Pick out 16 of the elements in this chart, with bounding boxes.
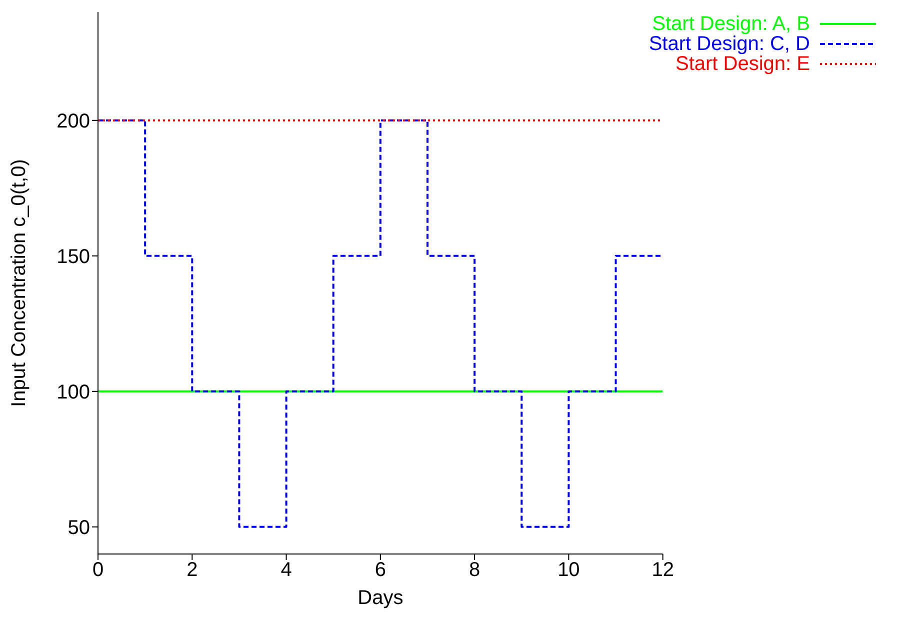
y-tick-label: 150 — [56, 246, 90, 268]
legend-label: Start Design: C, D — [648, 33, 810, 55]
y-tick-label: 200 — [56, 110, 90, 132]
y-axis-title: Input Concentration c_0(t,0) — [8, 159, 30, 407]
x-tick-label: 2 — [186, 559, 198, 582]
x-tick-label: 8 — [468, 559, 480, 582]
y-tick-label: 100 — [56, 382, 90, 404]
x-tick-label: 12 — [652, 559, 674, 582]
x-tick-label: 4 — [280, 559, 292, 582]
x-tick-label: 10 — [558, 559, 580, 582]
x-axis-title: Days — [358, 587, 404, 609]
legend-label: Start Design: E — [675, 53, 810, 75]
x-tick-label: 6 — [374, 559, 386, 582]
y-tick-label: 50 — [68, 517, 90, 539]
legend-label: Start Design: A, B — [652, 13, 810, 35]
x-tick-label: 0 — [92, 559, 104, 582]
